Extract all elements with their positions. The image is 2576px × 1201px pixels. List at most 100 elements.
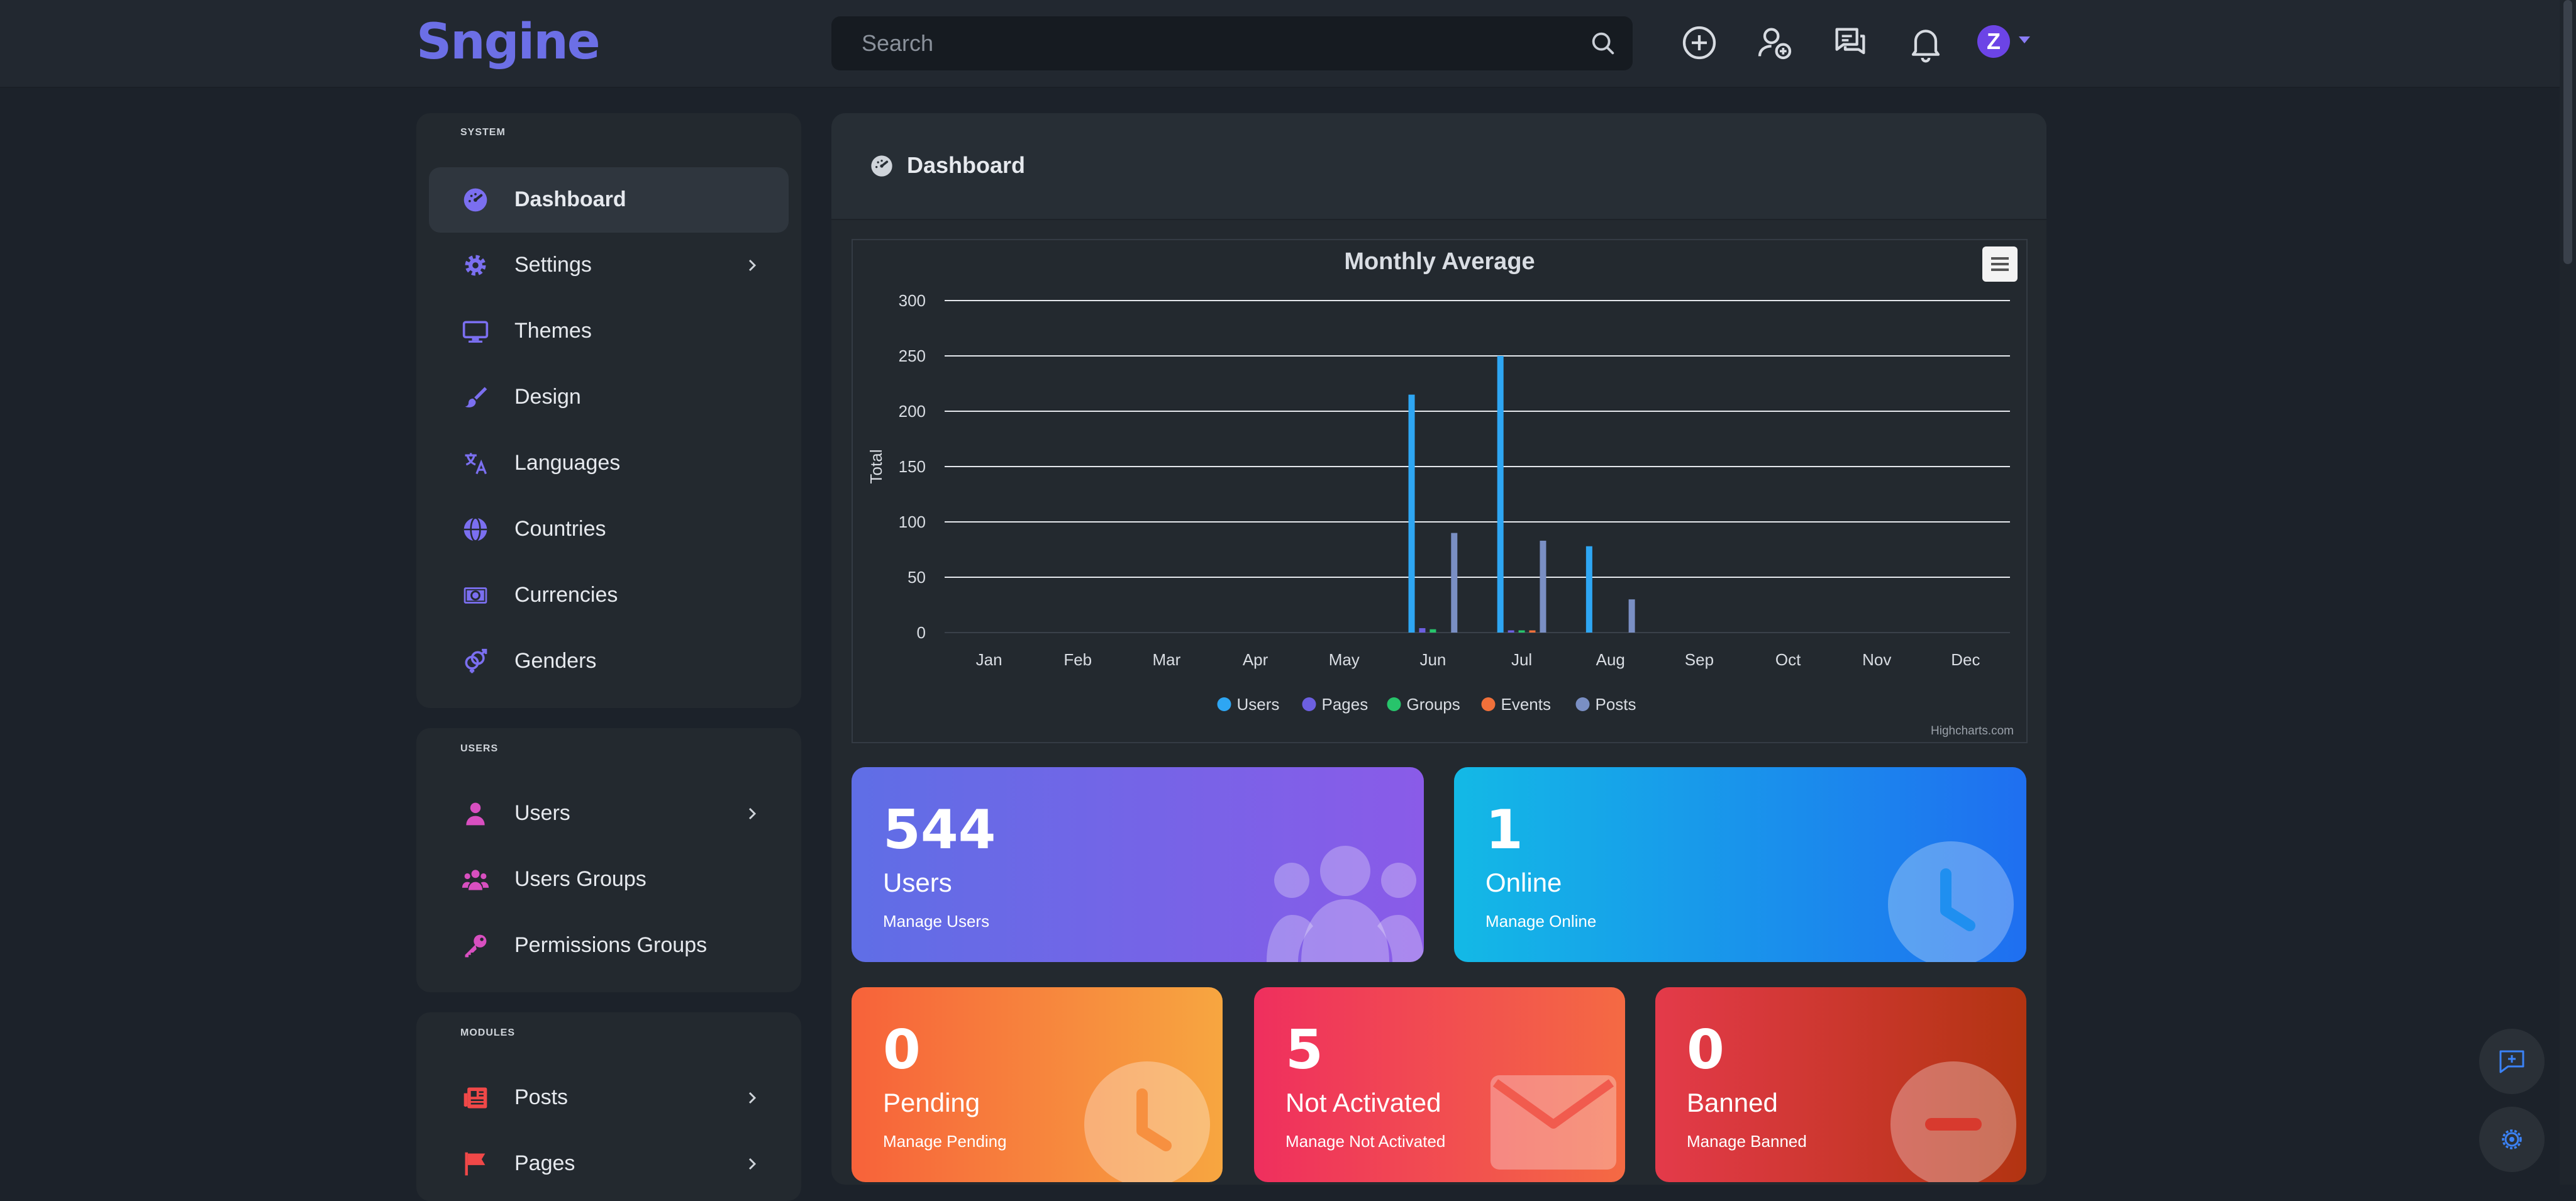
chart-title: Monthly Average bbox=[1344, 248, 1535, 275]
translate-icon bbox=[465, 453, 487, 475]
y-tick-label: 100 bbox=[899, 512, 926, 531]
sidebar-item-pages[interactable]: Pages bbox=[429, 1131, 789, 1197]
monthly-average-chart: Monthly Average Total 0 50 100 150 200 250 300 Ja… bbox=[867, 248, 2014, 738]
x-tick-label: Jul bbox=[1511, 650, 1532, 669]
users-group-icon bbox=[462, 870, 489, 890]
x-tick-label: Feb bbox=[1063, 650, 1092, 669]
bar-groups bbox=[1430, 629, 1436, 633]
x-tick-label: Oct bbox=[1775, 650, 1801, 669]
sidebar-item-dashboard[interactable]: Dashboard bbox=[429, 167, 789, 233]
bar-groups bbox=[1518, 630, 1525, 633]
sidebar-item-users-groups[interactable]: Users Groups bbox=[429, 847, 789, 912]
bar-users bbox=[1585, 546, 1592, 633]
bar-pages bbox=[1507, 630, 1514, 633]
scrollbar-thumb[interactable] bbox=[2563, 0, 2572, 264]
stat-card-banned[interactable]: 0 Banned Manage Banned bbox=[1655, 987, 2026, 1182]
bar-pages bbox=[1419, 628, 1426, 633]
dashboard-icon bbox=[464, 188, 487, 212]
legend-item-events: Events bbox=[1501, 695, 1552, 714]
paint-brush-icon bbox=[465, 387, 487, 407]
sidebar-item-countries[interactable]: Countries bbox=[429, 497, 789, 562]
sidebar-section-modules: MODULES Posts Pages bbox=[416, 1012, 801, 1201]
stat-label: Users bbox=[883, 868, 952, 897]
sidebar-section-users: USERS Users Users Groups Permissions Gro… bbox=[416, 728, 801, 992]
bar-users bbox=[1497, 356, 1504, 633]
stat-label: Online bbox=[1485, 868, 1562, 897]
sidebar-item-genders[interactable]: Genders bbox=[429, 629, 789, 694]
stat-card-users[interactable]: 544 Users Manage Users bbox=[852, 767, 1424, 962]
legend-item-users: Users bbox=[1237, 695, 1280, 714]
x-tick-label: Nov bbox=[1862, 650, 1891, 669]
chevron-right-icon bbox=[748, 1158, 757, 1170]
sidebar-item-label: Currencies bbox=[514, 583, 618, 607]
manage-not-activated-link[interactable]: Manage Not Activated bbox=[1285, 1132, 1446, 1151]
chat-plus-button[interactable] bbox=[2479, 1029, 2545, 1094]
search-icon[interactable] bbox=[1589, 29, 1618, 58]
manage-users-link[interactable]: Manage Users bbox=[883, 912, 990, 931]
legend-item-groups: Groups bbox=[1407, 695, 1460, 714]
sidebar-item-users[interactable]: Users bbox=[429, 781, 789, 846]
y-tick-label: 0 bbox=[917, 623, 926, 642]
page-scrollbar[interactable] bbox=[2560, 0, 2576, 1185]
settings-button[interactable] bbox=[2479, 1107, 2545, 1172]
sidebar-item-label: Countries bbox=[514, 517, 606, 541]
stat-label: Banned bbox=[1687, 1088, 1778, 1117]
bar-posts bbox=[1451, 533, 1458, 633]
x-tick-label: Sep bbox=[1685, 650, 1714, 669]
app-logo[interactable]: Sngine bbox=[416, 14, 601, 70]
search-box[interactable]: Search bbox=[831, 16, 1633, 70]
sidebar-item-label: Settings bbox=[514, 253, 592, 277]
envelope-icon bbox=[1491, 1075, 1616, 1170]
stat-card-not-activated[interactable]: 5 Not Activated Manage Not Activated bbox=[1254, 987, 1625, 1182]
sidebar-item-languages[interactable]: Languages bbox=[429, 431, 789, 496]
plus-circle-icon[interactable] bbox=[1679, 23, 1719, 63]
sidebar-section-system: SYSTEM Dashboard Settings Themes Design … bbox=[416, 113, 801, 708]
user-add-icon[interactable] bbox=[1755, 23, 1795, 63]
search-input[interactable]: Search bbox=[862, 30, 934, 56]
stat-card-online[interactable]: 1 Online Manage Online bbox=[1454, 767, 2026, 962]
stat-number: 544 bbox=[883, 799, 996, 861]
stat-card-pending[interactable]: 0 Pending Manage Pending bbox=[852, 987, 1223, 1182]
chart-container: Monthly Average Total 0 50 100 150 200 250 300 Ja… bbox=[852, 239, 2028, 743]
stat-number: 5 bbox=[1285, 1019, 1323, 1082]
user-icon bbox=[466, 802, 485, 826]
chevron-right-icon bbox=[748, 259, 757, 272]
sidebar-item-posts[interactable]: Posts bbox=[429, 1065, 789, 1131]
chevron-down-icon[interactable] bbox=[2019, 36, 2030, 43]
messages-icon[interactable] bbox=[1830, 23, 1870, 63]
y-axis-label: Total bbox=[867, 450, 886, 484]
settings-gear-icon bbox=[2502, 1129, 2522, 1149]
y-tick-label: 250 bbox=[899, 346, 926, 365]
newspaper-icon bbox=[464, 1087, 487, 1109]
bar-posts bbox=[1540, 540, 1546, 633]
chart-credits: Highcharts.com bbox=[1931, 724, 2014, 738]
manage-banned-link[interactable]: Manage Banned bbox=[1687, 1132, 1807, 1151]
legend-marker bbox=[1481, 697, 1496, 711]
sidebar-section-header: MODULES bbox=[460, 1027, 515, 1038]
stat-number: 0 bbox=[883, 1019, 921, 1082]
sidebar-item-label: Themes bbox=[514, 319, 592, 343]
sidebar-item-design[interactable]: Design bbox=[429, 365, 789, 430]
manage-pending-link[interactable]: Manage Pending bbox=[883, 1132, 1007, 1151]
y-tick-label: 200 bbox=[899, 402, 926, 421]
chat-plus-icon bbox=[2499, 1050, 2524, 1073]
top-bar: Sngine Search Z bbox=[0, 0, 2560, 88]
avatar[interactable]: Z bbox=[1977, 25, 2010, 58]
legend-marker bbox=[1575, 697, 1590, 711]
legend-item-posts: Posts bbox=[1596, 695, 1636, 714]
chart-menu-button[interactable] bbox=[1982, 246, 2018, 282]
minus-circle-icon bbox=[1890, 1061, 2016, 1182]
sidebar-item-permissions-groups[interactable]: Permissions Groups bbox=[429, 913, 789, 978]
y-tick-label: 300 bbox=[899, 291, 926, 310]
manage-online-link[interactable]: Manage Online bbox=[1485, 912, 1597, 931]
bar-users bbox=[1408, 394, 1415, 633]
clock-icon bbox=[1888, 841, 2014, 962]
sidebar-item-label: Pages bbox=[514, 1151, 575, 1175]
sidebar-item-settings[interactable]: Settings bbox=[429, 233, 789, 298]
sidebar-section-header: SYSTEM bbox=[460, 127, 506, 138]
sidebar-item-themes[interactable]: Themes bbox=[429, 299, 789, 364]
gear-icon bbox=[465, 255, 486, 276]
sidebar-item-currencies[interactable]: Currencies bbox=[429, 563, 789, 628]
bar-posts bbox=[1628, 599, 1635, 633]
bell-icon[interactable] bbox=[1906, 23, 1946, 63]
